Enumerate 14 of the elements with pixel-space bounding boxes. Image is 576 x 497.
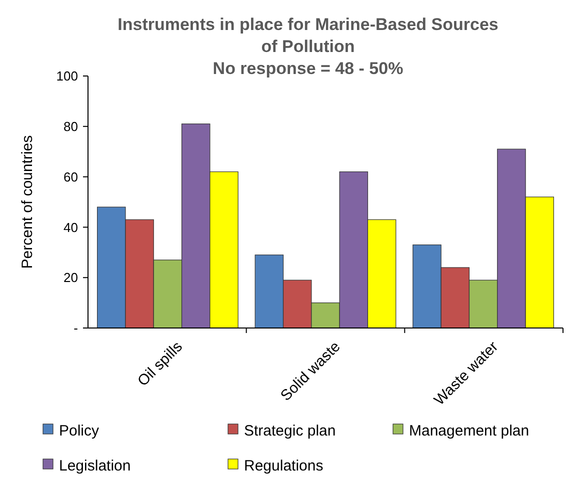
legend-label: Management plan <box>409 422 530 440</box>
legend-label: Strategic plan <box>244 422 336 440</box>
y-tick-label: 40 <box>64 220 78 235</box>
legend-label: Policy <box>59 422 100 440</box>
y-axis-title: Percent of countries <box>19 135 36 269</box>
chart-subtitle: No response = 48 - 50% <box>212 59 404 78</box>
legend-label: Legislation <box>59 457 131 474</box>
y-tick-label: - <box>74 320 78 336</box>
y-tick-label: 60 <box>64 169 78 184</box>
y-tick-label: 100 <box>56 68 78 84</box>
legend-label: Regulations <box>244 457 324 474</box>
y-tick-label: 80 <box>64 118 78 134</box>
y-tick-label: 20 <box>64 270 78 286</box>
chart-title: Instruments in place for Marine-Based Sources of Pollution <box>118 15 498 56</box>
